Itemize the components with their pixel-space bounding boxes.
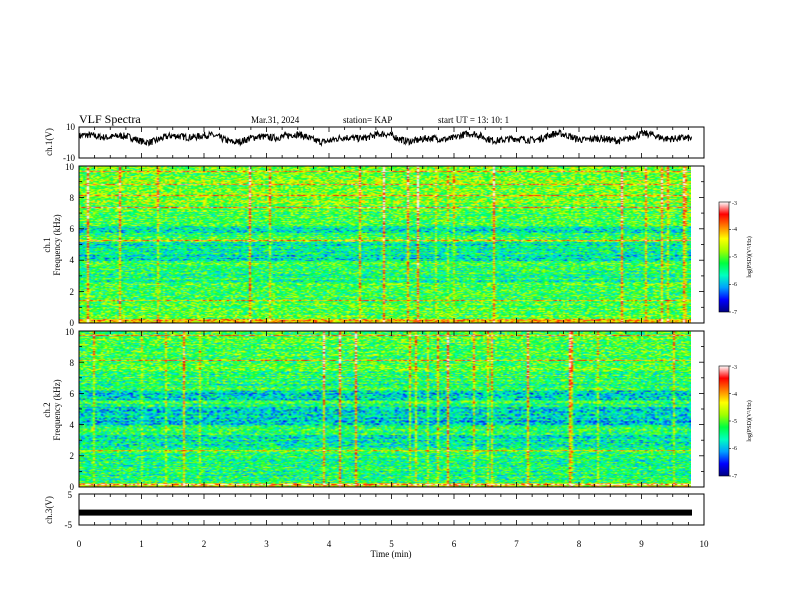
ch2-cb-tick-3: -3 bbox=[732, 365, 737, 371]
ch2-freq-tick-8: 8 bbox=[70, 358, 75, 368]
ch1-freq-tick-6: 6 bbox=[70, 224, 75, 234]
ch2-spectrogram-image bbox=[79, 331, 691, 487]
ch1-cb-tick-6: -6 bbox=[732, 282, 737, 288]
ch3-ytick-top: 5 bbox=[68, 490, 73, 500]
time-axis-tick-labels: 0 1 2 3 4 5 6 7 8 9 10 bbox=[77, 539, 709, 549]
time-tick-label: 9 bbox=[639, 539, 644, 549]
ch1-spectrogram-image bbox=[79, 166, 691, 323]
time-tick-label: 1 bbox=[139, 539, 144, 549]
figure-title: VLF Spectra bbox=[79, 112, 141, 126]
ch3-waveform-ticks bbox=[78, 494, 705, 525]
ch1-cb-tick-5: -5 bbox=[732, 254, 737, 260]
ch1-waveform-ticks bbox=[78, 127, 705, 158]
ch2-freq-tick-4: 4 bbox=[70, 420, 75, 430]
ch1-ytick-top: 10 bbox=[66, 122, 76, 132]
ylabel-line: Frequency (kHz) bbox=[52, 214, 62, 275]
ch1-waveform-ylabel: ch.1(V) bbox=[44, 128, 54, 156]
ch1-spectrogram-ticks bbox=[78, 165, 705, 324]
station-label: station= KAP bbox=[343, 115, 392, 125]
ch1-waveform-trace bbox=[78, 128, 692, 148]
ch2-cb-tick-7: -7 bbox=[732, 474, 737, 480]
time-tick-label: 5 bbox=[389, 539, 394, 549]
ch2-colorbar-ticks bbox=[729, 365, 731, 477]
ch2-freq-tick-2: 2 bbox=[70, 451, 75, 461]
time-tick-label: 10 bbox=[700, 539, 710, 549]
ch1-cb-tick-4: -4 bbox=[732, 227, 737, 233]
ch3-waveform-ylabel: ch.3(V) bbox=[44, 496, 54, 524]
start-time-label: start UT = 13: 10: 1 bbox=[438, 115, 509, 125]
ch1-cb-tick-3: -3 bbox=[732, 201, 737, 207]
time-tick-label: 2 bbox=[202, 539, 207, 549]
ch2-colorbar: -3 -4 -5 -6 -7 log(PSD)(V²/Hz) bbox=[718, 365, 753, 480]
ch3-waveform-trace bbox=[79, 509, 692, 516]
ch1-spectrogram-ylabel: ch.1Frequency (kHz) bbox=[42, 214, 62, 275]
ylabel-line: Frequency (kHz) bbox=[52, 379, 62, 440]
ch1-colorbar-gradient bbox=[718, 201, 730, 313]
ch1-colorbar: -3 -4 -5 -6 -7 log(PSD)(V²/Hz) bbox=[718, 201, 753, 316]
ch2-freq-tick-0: 0 bbox=[70, 482, 75, 492]
time-axis-label: Time (min) bbox=[371, 549, 412, 559]
ch1-freq-tick-0: 0 bbox=[70, 318, 75, 328]
ch1-waveform-panel: 10 -10 ch.1(V) bbox=[44, 122, 705, 163]
ch1-freq-tick-10: 10 bbox=[65, 162, 75, 172]
ch1-spectrogram-panel: 0 2 4 6 8 10 ch.1Frequency (kHz) bbox=[42, 162, 705, 328]
date-label: Mar.31, 2024 bbox=[251, 115, 300, 125]
ch1-colorbar-ticks bbox=[729, 201, 731, 313]
time-tick-label: 8 bbox=[577, 539, 582, 549]
ch1-ytick-bottom: -10 bbox=[63, 153, 75, 163]
ch2-spectrogram-panel: 0 2 4 6 8 10 ch.2Frequency (kHz) bbox=[42, 327, 705, 492]
ch3-ytick-bottom: -5 bbox=[65, 520, 73, 530]
time-tick-label: 7 bbox=[514, 539, 519, 549]
ch2-cb-tick-5: -5 bbox=[732, 419, 737, 425]
ch2-freq-tick-10: 10 bbox=[65, 327, 75, 337]
ch1-colorbar-label: log(PSD)(V²/Hz) bbox=[746, 236, 753, 277]
ylabel-line: ch.2 bbox=[42, 402, 52, 417]
ch2-cb-tick-4: -4 bbox=[732, 392, 737, 398]
ch2-freq-tick-6: 6 bbox=[70, 389, 75, 399]
time-tick-label: 6 bbox=[452, 539, 457, 549]
ch2-spectrogram-ticks bbox=[78, 330, 705, 488]
ch1-freq-tick-2: 2 bbox=[70, 287, 75, 297]
ch1-freq-tick-8: 8 bbox=[70, 193, 75, 203]
ch2-spectrogram-ylabel: ch.2Frequency (kHz) bbox=[42, 379, 62, 440]
ch1-cb-tick-7: -7 bbox=[732, 310, 737, 316]
ch2-colorbar-gradient bbox=[718, 365, 730, 477]
time-tick-label: 0 bbox=[77, 539, 82, 549]
time-tick-label: 3 bbox=[264, 539, 269, 549]
ch3-waveform-panel: 5 -5 ch.3(V) bbox=[44, 490, 705, 530]
ch2-colorbar-label: log(PSD)(V²/Hz) bbox=[746, 400, 753, 441]
ylabel-line: ch.1 bbox=[42, 237, 52, 252]
ch2-cb-tick-6: -6 bbox=[732, 446, 737, 452]
ch1-freq-tick-4: 4 bbox=[70, 255, 75, 265]
time-tick-label: 4 bbox=[327, 539, 332, 549]
